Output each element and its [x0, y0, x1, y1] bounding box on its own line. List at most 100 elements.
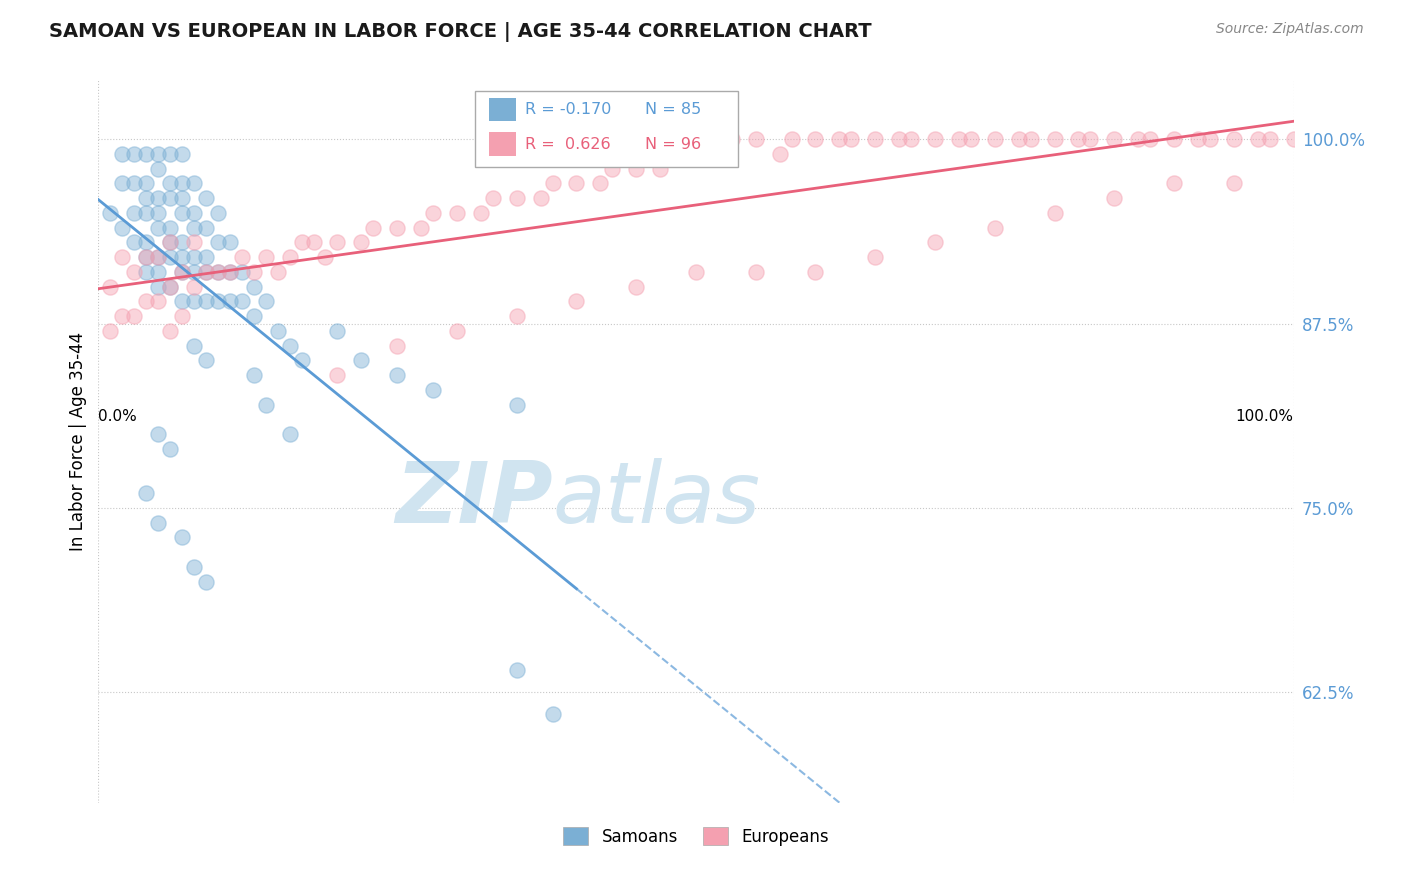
Point — [172, 177, 194, 191]
Point — [148, 206, 170, 220]
Point — [363, 220, 385, 235]
Point — [350, 235, 373, 250]
Point — [1019, 132, 1042, 146]
Point — [565, 294, 588, 309]
Point — [135, 177, 157, 191]
Point — [148, 427, 170, 442]
Point — [267, 265, 290, 279]
Point — [183, 265, 205, 279]
Point — [541, 707, 564, 722]
Point — [1247, 132, 1270, 146]
Point — [159, 191, 181, 205]
Point — [124, 235, 146, 250]
Point — [385, 220, 409, 235]
Text: ZIP: ZIP — [395, 458, 553, 541]
Point — [541, 177, 564, 191]
Point — [135, 191, 157, 205]
Point — [148, 516, 170, 530]
Point — [207, 235, 229, 250]
Point — [291, 353, 314, 368]
Point — [172, 235, 194, 250]
Point — [865, 132, 887, 146]
Point — [135, 147, 157, 161]
Point — [661, 147, 683, 161]
Point — [207, 206, 229, 220]
Point — [446, 324, 468, 338]
Point — [506, 191, 529, 205]
Point — [589, 177, 612, 191]
Point — [148, 147, 170, 161]
Point — [148, 220, 170, 235]
Point — [900, 132, 922, 146]
Point — [124, 177, 146, 191]
Point — [195, 191, 218, 205]
Point — [745, 265, 768, 279]
Point — [243, 309, 266, 323]
Point — [326, 324, 349, 338]
Point — [195, 220, 218, 235]
Point — [172, 530, 194, 544]
Point — [159, 235, 181, 250]
Point — [183, 250, 205, 264]
Point — [626, 279, 648, 293]
Point — [135, 206, 157, 220]
Point — [1223, 132, 1246, 146]
Point — [385, 368, 409, 383]
Point — [841, 132, 863, 146]
Point — [172, 206, 194, 220]
Point — [685, 147, 707, 161]
Point — [219, 265, 242, 279]
Point — [685, 265, 707, 279]
Point — [159, 279, 181, 293]
Y-axis label: In Labor Force | Age 35-44: In Labor Force | Age 35-44 — [69, 332, 87, 551]
Point — [530, 191, 553, 205]
Point — [195, 353, 218, 368]
FancyBboxPatch shape — [489, 132, 516, 156]
Point — [159, 442, 181, 456]
Point — [326, 235, 349, 250]
Point — [278, 427, 301, 442]
Point — [183, 220, 205, 235]
Point — [231, 265, 253, 279]
Point — [768, 147, 790, 161]
Point — [195, 294, 218, 309]
Point — [124, 265, 146, 279]
Point — [159, 279, 181, 293]
Text: N = 85: N = 85 — [644, 103, 700, 118]
Text: R =  0.626: R = 0.626 — [524, 137, 610, 152]
Point — [172, 265, 194, 279]
Point — [291, 235, 314, 250]
Point — [1043, 206, 1066, 220]
Point — [219, 265, 242, 279]
Point — [159, 324, 181, 338]
Point — [135, 294, 157, 309]
Point — [1258, 132, 1281, 146]
Text: N = 96: N = 96 — [644, 137, 700, 152]
Point — [481, 191, 505, 205]
Point — [1199, 132, 1222, 146]
Point — [98, 324, 122, 338]
Point — [111, 177, 134, 191]
Point — [267, 324, 290, 338]
Point — [1080, 132, 1102, 146]
Point — [1187, 132, 1209, 146]
Point — [135, 486, 157, 500]
Point — [98, 206, 122, 220]
Point — [709, 147, 731, 161]
Point — [721, 132, 744, 146]
Point — [195, 265, 218, 279]
Point — [924, 235, 946, 250]
Point — [506, 398, 529, 412]
Point — [98, 279, 122, 293]
Point — [183, 279, 205, 293]
Point — [111, 250, 134, 264]
Point — [984, 220, 1007, 235]
Point — [172, 147, 194, 161]
Point — [506, 309, 529, 323]
Point — [183, 339, 205, 353]
Point — [602, 161, 624, 176]
Point — [148, 279, 170, 293]
Point — [1128, 132, 1150, 146]
Point — [1067, 132, 1090, 146]
Point — [207, 265, 229, 279]
